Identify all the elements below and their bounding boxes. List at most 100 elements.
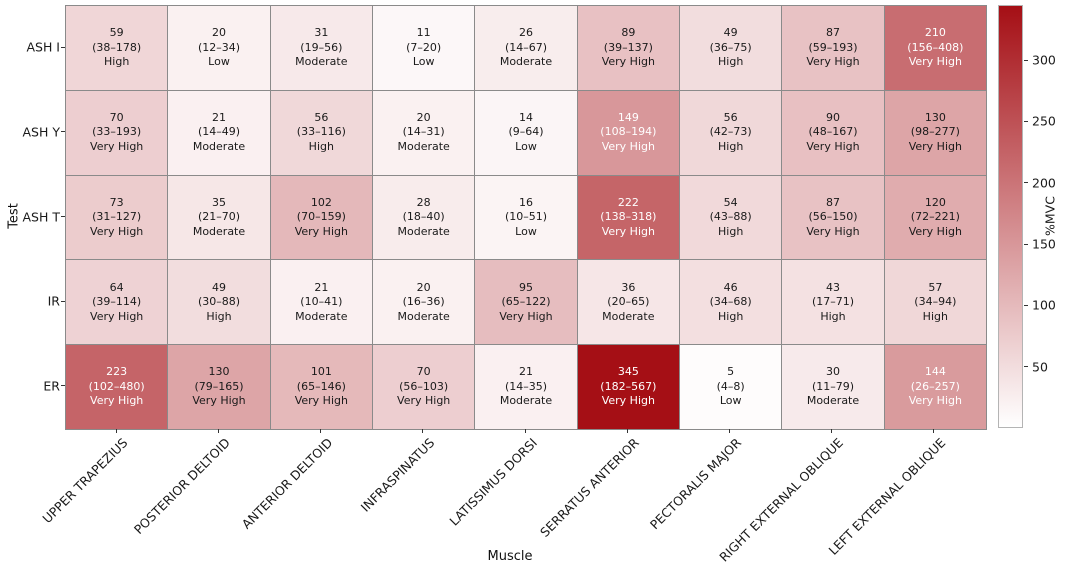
heatmap-cell: 20 (14–31) Moderate bbox=[373, 90, 475, 175]
cell-range: (98–277) bbox=[910, 125, 960, 139]
heatmap-cell: 59 (38–178) High bbox=[66, 6, 168, 90]
cell-level: Very High bbox=[601, 139, 655, 153]
cell-value: 210 bbox=[924, 26, 946, 40]
cell-range: (39–137) bbox=[603, 40, 653, 54]
cell-level: Very High bbox=[90, 224, 144, 238]
cell-value: 64 bbox=[109, 280, 124, 294]
heatmap-cell: 101 (65–146) Very High bbox=[270, 345, 372, 429]
x-axis-tick bbox=[217, 429, 219, 433]
cell-range: (10–41) bbox=[300, 295, 343, 309]
x-axis-tick bbox=[320, 429, 322, 433]
cell-level: Very High bbox=[90, 309, 144, 323]
cell-value: 43 bbox=[825, 280, 840, 294]
heatmap-cell: 90 (48–167) Very High bbox=[782, 90, 884, 175]
cell-range: (43–88) bbox=[709, 210, 752, 224]
cell-level: Very High bbox=[908, 394, 962, 408]
heatmap-cell: 28 (18–40) Moderate bbox=[373, 175, 475, 260]
cell-level: High bbox=[718, 55, 744, 69]
heatmap-cell: 223 (102–480) Very High bbox=[66, 345, 168, 429]
cell-range: (156–408) bbox=[907, 40, 964, 54]
heatmap-cell: 14 (9–64) Low bbox=[475, 90, 577, 175]
cell-range: (18–40) bbox=[402, 210, 445, 224]
x-axis-tick bbox=[115, 429, 117, 433]
cell-value: 21 bbox=[518, 365, 533, 379]
cell-level: High bbox=[718, 224, 744, 238]
cell-level: Moderate bbox=[397, 309, 450, 323]
cell-level: High bbox=[718, 139, 744, 153]
cell-level: Very High bbox=[192, 394, 246, 408]
cell-level: Very High bbox=[908, 55, 962, 69]
heatmap-cell: 49 (30–88) High bbox=[168, 260, 270, 345]
colorbar-tick-label: 150 bbox=[1032, 236, 1056, 252]
cell-level: Low bbox=[719, 394, 742, 408]
cell-level: High bbox=[308, 139, 334, 153]
cell-level: Very High bbox=[806, 139, 860, 153]
cell-value: 144 bbox=[924, 365, 946, 379]
x-tick-label-anterior-deltoid: ANTERIOR DELTOID bbox=[238, 435, 336, 532]
heatmap-cell: 26 (14–67) Moderate bbox=[475, 6, 577, 90]
cell-value: 20 bbox=[416, 280, 431, 294]
heatmap-cell: 120 (72–221) Very High bbox=[884, 175, 986, 260]
cell-range: (4–8) bbox=[716, 379, 745, 393]
cell-range: (79–165) bbox=[194, 379, 244, 393]
cell-level: High bbox=[922, 309, 948, 323]
cell-value: 89 bbox=[621, 26, 636, 40]
x-axis-tick bbox=[422, 429, 424, 433]
cell-range: (26–257) bbox=[910, 379, 960, 393]
cell-level: Very High bbox=[397, 394, 451, 408]
cell-range: (31–127) bbox=[92, 210, 142, 224]
cell-range: (42–73) bbox=[709, 125, 752, 139]
cell-value: 223 bbox=[106, 365, 128, 379]
heatmap-cell: 21 (14–35) Moderate bbox=[475, 345, 577, 429]
cell-range: (72–221) bbox=[910, 210, 960, 224]
cell-value: 222 bbox=[617, 195, 639, 209]
x-tick-label-pectoralis-major: PECTORALIS MAJOR bbox=[646, 435, 745, 533]
cell-level: Moderate bbox=[295, 55, 348, 69]
cell-range: (108–194) bbox=[600, 125, 657, 139]
heatmap-cell: 70 (33–193) Very High bbox=[66, 90, 168, 175]
heatmap-cell: 95 (65–122) Very High bbox=[475, 260, 577, 345]
cell-range: (34–68) bbox=[709, 295, 752, 309]
heatmap-cell: 149 (108–194) Very High bbox=[577, 90, 679, 175]
cell-value: 95 bbox=[518, 280, 533, 294]
cell-level: Moderate bbox=[806, 394, 860, 408]
cell-level: Very High bbox=[908, 224, 962, 238]
cell-range: (102–480) bbox=[88, 379, 145, 393]
cell-value: 49 bbox=[723, 26, 738, 40]
y-tick-label-ash-i: ASH I bbox=[26, 39, 60, 55]
cell-value: 57 bbox=[928, 280, 943, 294]
heatmap-cell: 20 (12–34) Low bbox=[168, 6, 270, 90]
cell-value: 21 bbox=[314, 280, 329, 294]
colorbar-tick bbox=[1024, 304, 1028, 306]
cell-range: (14–35) bbox=[504, 379, 548, 393]
cell-value: 87 bbox=[825, 26, 840, 40]
cell-value: 30 bbox=[825, 365, 840, 379]
y-axis-tick bbox=[61, 216, 65, 217]
heatmap-cell: 89 (39–137) Very High bbox=[577, 6, 679, 90]
y-axis-tick bbox=[61, 300, 65, 302]
cell-level: Moderate bbox=[397, 139, 450, 153]
heatmap-cell: 21 (14–49) Moderate bbox=[168, 90, 270, 175]
y-axis-tick bbox=[61, 131, 65, 133]
x-tick-label-infraspinatus: INFRASPINATUS bbox=[357, 435, 438, 515]
cell-range: (182–567) bbox=[600, 379, 657, 393]
colorbar-tick-label: 50 bbox=[1032, 359, 1048, 375]
y-tick-label-er: ER bbox=[43, 378, 60, 394]
cell-value: 11 bbox=[416, 26, 431, 40]
colorbar-tick bbox=[1024, 120, 1028, 122]
cell-level: Very High bbox=[601, 394, 655, 408]
heatmap-grid: 59 (38–178) High 20 (12–34) Low 31 (19–56) Moder… bbox=[65, 5, 987, 430]
cell-range: (21–70) bbox=[197, 210, 241, 224]
cell-range: (14–67) bbox=[504, 40, 548, 54]
cell-value: 21 bbox=[211, 110, 226, 124]
cell-range: (30–88) bbox=[197, 295, 241, 309]
cell-level: Very High bbox=[294, 394, 348, 408]
cell-value: 20 bbox=[211, 26, 226, 40]
cell-value: 70 bbox=[109, 110, 124, 124]
cell-level: Low bbox=[515, 139, 537, 153]
cell-range: (9–64) bbox=[508, 125, 544, 139]
y-axis-tick bbox=[61, 46, 65, 48]
cell-range: (48–167) bbox=[808, 125, 858, 139]
heatmap-cell: 87 (59–193) Very High bbox=[782, 6, 884, 90]
cell-value: 28 bbox=[416, 195, 431, 209]
